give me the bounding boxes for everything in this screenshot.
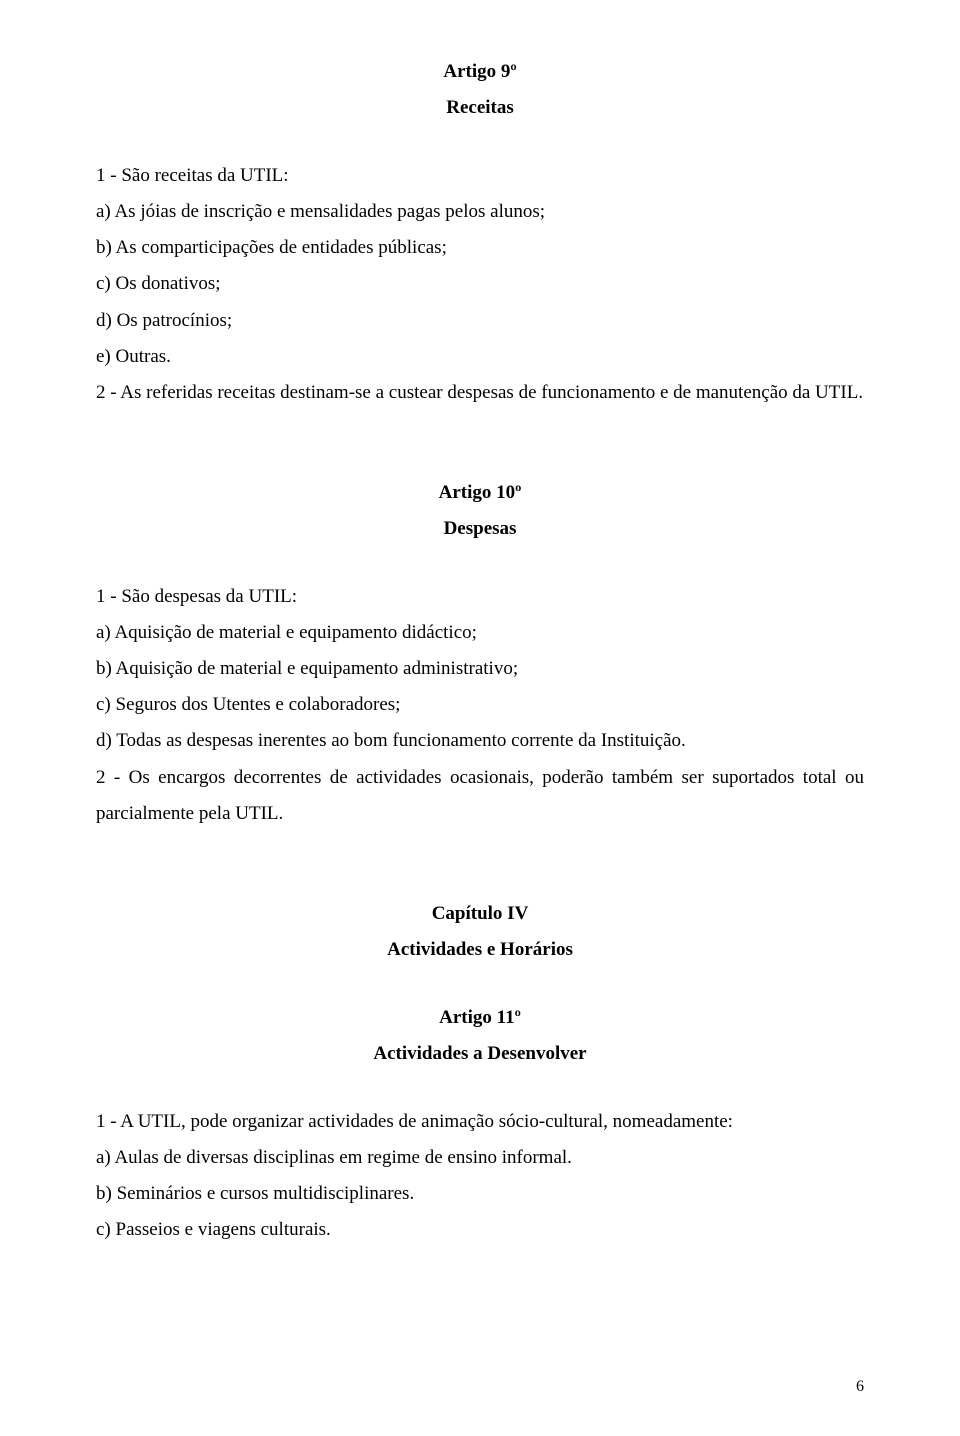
chapter-4-section: Capítulo IV Actividades e Horários <box>96 896 864 968</box>
chapter-4-title: Capítulo IV <box>96 896 864 932</box>
chapter-4-subtitle: Actividades e Horários <box>96 932 864 968</box>
article-10-section: Artigo 10º Despesas 1 - São despesas da … <box>96 475 864 832</box>
article-10-line-1: 1 - São despesas da UTIL: <box>96 579 864 615</box>
article-11-title: Artigo 11º <box>96 1000 864 1036</box>
article-9-line-1: 1 - São receitas da UTIL: <box>96 158 864 194</box>
article-11-line-1: 1 - A UTIL, pode organizar actividades d… <box>96 1104 864 1140</box>
article-9-item-a: a) As jóias de inscrição e mensalidades … <box>96 194 864 230</box>
article-10-item-c: c) Seguros dos Utentes e colaboradores; <box>96 687 864 723</box>
article-10-line-2: 2 - Os encargos decorrentes de actividad… <box>96 760 864 832</box>
article-11-item-c: c) Passeios e viagens culturais. <box>96 1212 864 1248</box>
article-9-section: Artigo 9º Receitas 1 - São receitas da U… <box>96 54 864 411</box>
article-9-subtitle: Receitas <box>96 90 864 126</box>
page-number: 6 <box>856 1378 864 1396</box>
article-11-section: Artigo 11º Actividades a Desenvolver 1 -… <box>96 1000 864 1249</box>
article-9-line-2: 2 - As referidas receitas destinam-se a … <box>96 375 864 411</box>
article-11-item-b: b) Seminários e cursos multidisciplinare… <box>96 1176 864 1212</box>
article-9-item-c: c) Os donativos; <box>96 266 864 302</box>
article-9-item-e: e) Outras. <box>96 339 864 375</box>
article-9-item-d: d) Os patrocínios; <box>96 303 864 339</box>
article-10-subtitle: Despesas <box>96 511 864 547</box>
article-9-title: Artigo 9º <box>96 54 864 90</box>
article-9-item-b: b) As comparticipações de entidades públ… <box>96 230 864 266</box>
article-10-item-b: b) Aquisição de material e equipamento a… <box>96 651 864 687</box>
article-10-item-d: d) Todas as despesas inerentes ao bom fu… <box>96 723 864 759</box>
article-10-title: Artigo 10º <box>96 475 864 511</box>
article-11-item-a: a) Aulas de diversas disciplinas em regi… <box>96 1140 864 1176</box>
article-11-subtitle: Actividades a Desenvolver <box>96 1036 864 1072</box>
article-10-item-a: a) Aquisição de material e equipamento d… <box>96 615 864 651</box>
